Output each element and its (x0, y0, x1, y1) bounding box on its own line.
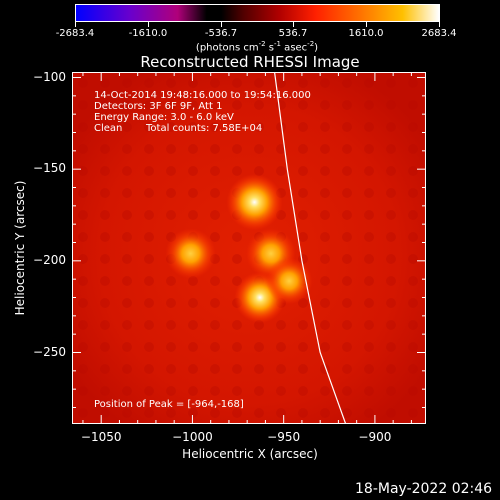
colorbar-gradient (76, 5, 439, 21)
x-tick-label: −1050 (80, 430, 122, 444)
axis-ticks (72, 72, 426, 424)
colorbar-tick (148, 22, 149, 27)
time-range-text: 14-Oct-2014 19:48:16.000 to 19:54:16.000 (94, 90, 311, 101)
emission-source (165, 228, 216, 279)
emission-sources (165, 174, 313, 323)
colorbar-tick-label: -536.7 (204, 28, 238, 39)
colorbar-tick-label: 2683.4 (421, 28, 457, 39)
colorbar-units: (photons cm-2 s-1 asec-2) (195, 40, 319, 54)
peak-position-text: Position of Peak = [-964,-168] (94, 399, 244, 410)
colorbar-tick-label: 1610.0 (348, 28, 384, 39)
method-text: Clean (94, 123, 122, 134)
x-tick-label: −900 (358, 430, 392, 444)
plot-timestamp: 18-May-2022 02:46 (355, 481, 493, 497)
x-axis-label: Heliocentric X (arcsec) (182, 447, 318, 461)
rhessi-image-plot: 14-Oct-2014 19:48:16.000 to 19:54:16.000… (72, 72, 426, 424)
total-counts-text: Total counts: 7.58E+04 (145, 123, 262, 134)
colorbar-tick-label: -2683.4 (55, 28, 95, 39)
solar-limb-line (273, 72, 347, 424)
x-tick-label: −1000 (172, 430, 213, 444)
y-tick-label: −150 (33, 161, 66, 176)
chart-title: Reconstructed RHESSI Image (140, 53, 360, 71)
y-axis-label: Heliocentric Y (arcsec) (13, 180, 27, 316)
y-tick-label: −200 (33, 252, 66, 267)
colorbar-tick (439, 22, 440, 27)
colorbar-tick-label: 536.7 (278, 28, 308, 39)
colorbar-tick (366, 22, 367, 27)
y-tick-label: −100 (33, 69, 66, 84)
colorbar-tick (221, 22, 222, 27)
x-tick-label: −950 (267, 430, 301, 444)
colorbar-tick (75, 22, 76, 27)
energy-range-text: Energy Range: 3.0 - 6.0 keV (94, 112, 234, 123)
emission-source (226, 174, 283, 231)
colorbar-tick-label: -1610.0 (128, 28, 168, 39)
colorbar-tick (293, 22, 294, 27)
colorbar (75, 4, 440, 22)
info-annotation: 14-Oct-2014 19:48:16.000 to 19:54:16.000… (94, 90, 311, 410)
emission-source (265, 257, 313, 305)
y-tick-label: −250 (33, 344, 66, 359)
detectors-text: Detectors: 3F 6F 9F, Att 1 (94, 101, 222, 112)
plot-frame (72, 72, 426, 424)
